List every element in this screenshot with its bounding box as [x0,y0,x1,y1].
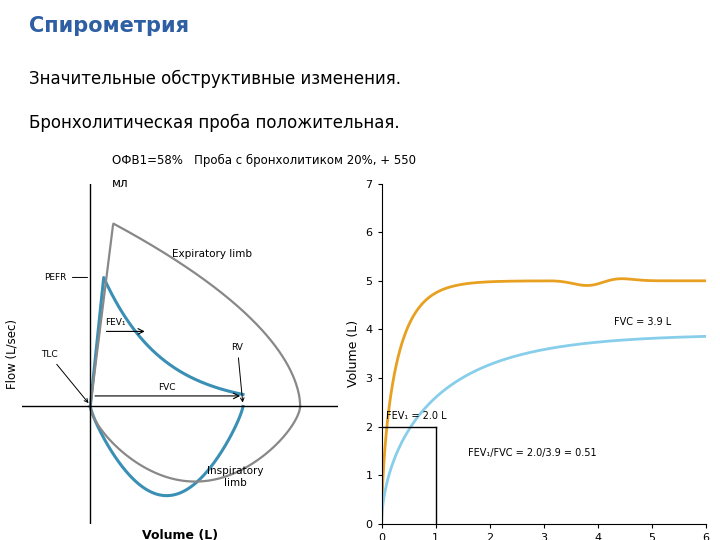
Text: Inspiratory
limb: Inspiratory limb [207,466,264,488]
Text: FVC: FVC [158,383,176,393]
Text: Значительные обструктивные изменения.: Значительные обструктивные изменения. [29,70,401,89]
X-axis label: Volume (L): Volume (L) [142,529,218,540]
Text: TLC: TLC [41,350,88,402]
Text: Бронхолитическая проба положительная.: Бронхолитическая проба положительная. [29,113,400,132]
Text: RV: RV [232,343,244,401]
Text: FEV₁: FEV₁ [105,318,125,327]
Y-axis label: Flow (L/sec): Flow (L/sec) [6,319,19,389]
Text: FVC = 3.9 L: FVC = 3.9 L [613,317,671,327]
Text: Спирометрия: Спирометрия [29,16,189,36]
Text: FEV₁/FVC = 2.0/3.9 = 0.51: FEV₁/FVC = 2.0/3.9 = 0.51 [468,448,597,458]
Text: мл: мл [112,177,128,190]
Text: FEV₁ = 2.0 L: FEV₁ = 2.0 L [386,411,446,421]
Text: Expiratory limb: Expiratory limb [173,249,253,259]
Y-axis label: Volume (L): Volume (L) [347,320,360,387]
Text: ОФВ1=58%   Проба с бронхолитиком 20%, + 550: ОФВ1=58% Проба с бронхолитиком 20%, + 55… [112,154,415,167]
Text: PEFR: PEFR [45,273,88,282]
